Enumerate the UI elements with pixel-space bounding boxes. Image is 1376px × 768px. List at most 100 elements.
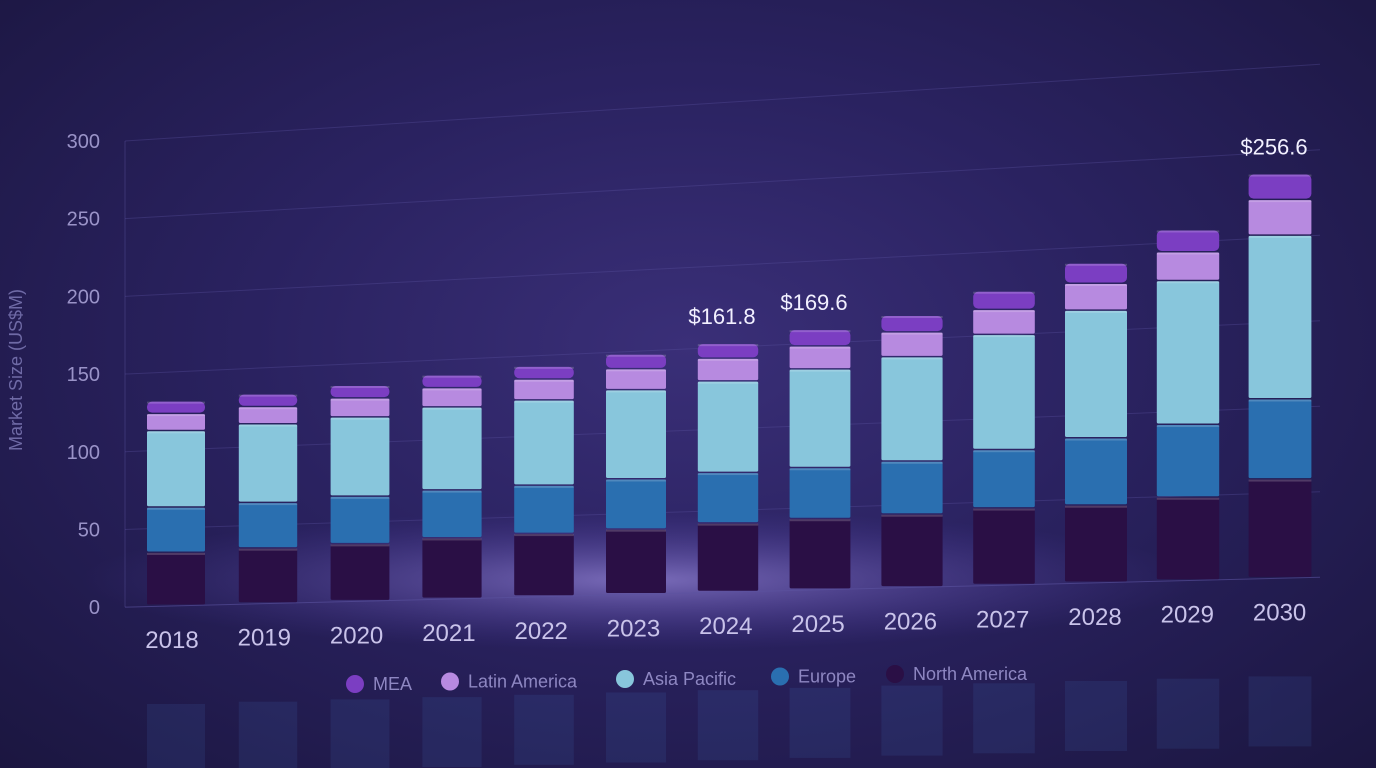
callout-2025: $169.6 — [780, 290, 847, 315]
bar-north-america-2030 — [1248, 479, 1312, 577]
bar-segment-highlight — [1065, 438, 1127, 441]
bar-segment-highlight — [973, 335, 1035, 338]
bar-latin-america-2018 — [147, 414, 205, 430]
bar-segment-highlight — [606, 529, 666, 532]
bar-north-america-2022 — [514, 534, 574, 596]
bar-latin-america-2022 — [514, 379, 574, 400]
bar-segment-highlight — [238, 503, 298, 506]
bar-stack-2025 — [789, 330, 851, 589]
bar-europe-2028 — [1065, 438, 1127, 505]
bar-segment-highlight — [697, 381, 759, 384]
bar-reflection — [514, 694, 574, 765]
bar-europe-2018 — [147, 507, 205, 552]
bar-segment-highlight — [1248, 174, 1312, 177]
bar-north-america-2024 — [697, 523, 759, 591]
bar-segment-highlight — [789, 330, 851, 333]
bar-segment-highlight — [422, 538, 482, 541]
grid-line — [124, 149, 1321, 220]
x-tick-label: 2018 — [145, 627, 198, 654]
bar-mea-2024 — [697, 344, 759, 358]
x-tick-label: 2020 — [330, 622, 383, 649]
bar-asia-pacific-2029 — [1156, 281, 1220, 424]
bar-asia-pacific-2021 — [422, 407, 482, 490]
bar-reflections — [147, 676, 1312, 768]
bar-segment-highlight — [1156, 281, 1220, 284]
bar-segment-highlight — [697, 523, 759, 526]
bar-reflection — [789, 687, 851, 758]
bar-reflection — [1156, 678, 1220, 749]
y-tick-label: 50 — [78, 519, 100, 541]
y-tick-label: 0 — [89, 597, 100, 619]
bar-segment-highlight — [789, 346, 851, 349]
bar-segment-highlight — [1248, 200, 1312, 203]
legend-item-mea: MEA — [346, 674, 412, 694]
bar-reflection — [147, 704, 205, 768]
bar-latin-america-2026 — [881, 332, 943, 356]
bar-mea-2020 — [330, 385, 390, 398]
bar-segment-highlight — [422, 407, 482, 410]
bar-stack-2022 — [514, 366, 574, 596]
bar-reflection — [238, 701, 298, 768]
legend-label: Latin America — [468, 672, 578, 692]
legend-label: North America — [913, 664, 1028, 684]
bar-segment-highlight — [1156, 230, 1220, 233]
bar-reflection — [606, 692, 666, 763]
bar-north-america-2020 — [330, 544, 390, 600]
legend-label: MEA — [373, 674, 412, 694]
x-tick-label: 2019 — [238, 625, 291, 652]
bar-stack-2019 — [238, 394, 298, 603]
bar-segment-highlight — [147, 414, 205, 417]
bar-mea-2021 — [422, 375, 482, 387]
x-tick-label: 2027 — [976, 606, 1029, 633]
bar-latin-america-2028 — [1065, 283, 1127, 310]
bar-segment-highlight — [697, 344, 759, 347]
bar-latin-america-2029 — [1156, 252, 1220, 280]
bar-mea-2030 — [1248, 174, 1312, 199]
bar-reflection — [1065, 681, 1127, 751]
bar-asia-pacific-2022 — [514, 400, 574, 485]
x-tick-label: 2024 — [699, 613, 752, 640]
bar-reflection — [881, 685, 943, 756]
bar-segment-highlight — [881, 461, 943, 464]
bar-segment-highlight — [147, 401, 205, 404]
bar-segment-highlight — [789, 468, 851, 471]
x-tick-label: 2025 — [791, 611, 844, 638]
bar-europe-2022 — [514, 485, 574, 533]
bar-segment-highlight — [1065, 505, 1127, 508]
bar-segment-highlight — [697, 473, 759, 476]
bar-segment-highlight — [422, 388, 482, 391]
bar-segment-highlight — [881, 357, 943, 360]
bar-segment-highlight — [1248, 399, 1312, 402]
bar-segment-highlight — [1248, 235, 1312, 238]
bar-asia-pacific-2019 — [238, 424, 298, 502]
x-axis-ticks: 2018 2019 2020 2021 2022 2023 2024 2025 2026 2027… — [145, 599, 1306, 654]
bar-latin-america-2021 — [422, 388, 482, 407]
bar-asia-pacific-2027 — [973, 335, 1035, 449]
bar-segment-highlight — [238, 548, 298, 551]
bar-stack-2023 — [606, 354, 666, 593]
bar-segment-highlight — [881, 316, 943, 319]
legend-item-europe: Europe — [771, 667, 856, 687]
bar-mea-2023 — [606, 354, 666, 368]
bar-segment-highlight — [1065, 283, 1127, 286]
bar-segment-highlight — [1065, 310, 1127, 313]
bar-reflection — [973, 683, 1035, 754]
bar-segment-highlight — [789, 369, 851, 372]
total-callouts: $161.8 $169.6 $256.6 — [688, 135, 1307, 330]
bar-segment-highlight — [514, 379, 574, 382]
y-axis-label: Market Size (US$M) — [6, 289, 26, 451]
y-tick-label: 100 — [67, 442, 100, 464]
y-tick-label: 250 — [67, 209, 100, 231]
x-tick-label: 2028 — [1068, 604, 1121, 631]
bar-segment-highlight — [147, 431, 205, 434]
bar-segment-highlight — [606, 354, 666, 357]
bar-segment-highlight — [973, 310, 1035, 313]
bar-asia-pacific-2023 — [606, 390, 666, 478]
bar-segment-highlight — [147, 552, 205, 555]
bar-segment-highlight — [330, 544, 390, 547]
bar-asia-pacific-2026 — [881, 357, 943, 461]
bar-stack-2029 — [1156, 230, 1220, 580]
bar-asia-pacific-2025 — [789, 369, 851, 467]
bar-segment-highlight — [514, 534, 574, 537]
bar-mea-2026 — [881, 316, 943, 332]
